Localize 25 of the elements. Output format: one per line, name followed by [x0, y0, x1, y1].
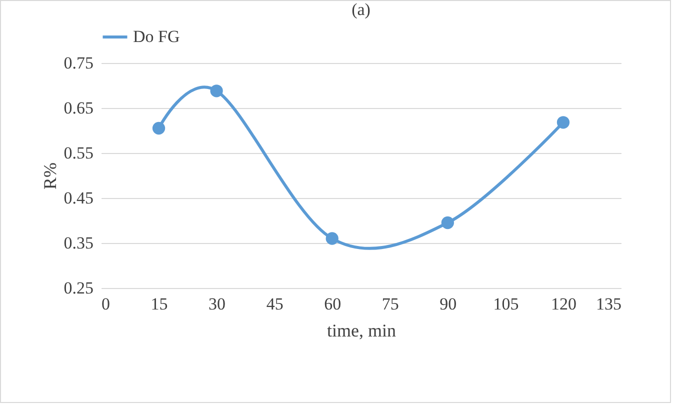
- x-tick-label: 120: [550, 294, 576, 314]
- x-tick-label: 90: [440, 294, 457, 314]
- y-tick-label: 0.35: [64, 234, 94, 252]
- point: [210, 84, 223, 98]
- legend-label: Do FG: [133, 27, 180, 46]
- chart-title: (a): [352, 0, 370, 19]
- y-tick-label: 0.25: [64, 278, 94, 298]
- x-tick-label: 15: [150, 294, 168, 314]
- x-tick-label: 45: [266, 294, 284, 314]
- point: [441, 216, 454, 230]
- x-tick-label: 30: [208, 294, 226, 314]
- x-tick-label: 0: [102, 294, 110, 314]
- y-tick-label: 0.65: [64, 98, 94, 118]
- y-tick-label: 0.75: [64, 54, 94, 72]
- x-tick-label: 60: [324, 294, 342, 314]
- point: [556, 116, 570, 129]
- x-tick-label: 75: [382, 294, 399, 314]
- x-axis-title: time, min: [327, 320, 396, 340]
- y-tick-label: 0.55: [64, 144, 94, 162]
- y-axis-title: R%: [40, 162, 60, 190]
- x-tick-label: 105: [493, 294, 519, 314]
- point: [152, 122, 166, 135]
- point: [326, 232, 338, 245]
- x-tick-label: 135: [596, 294, 622, 314]
- y-tick-label: 0.45: [64, 188, 94, 208]
